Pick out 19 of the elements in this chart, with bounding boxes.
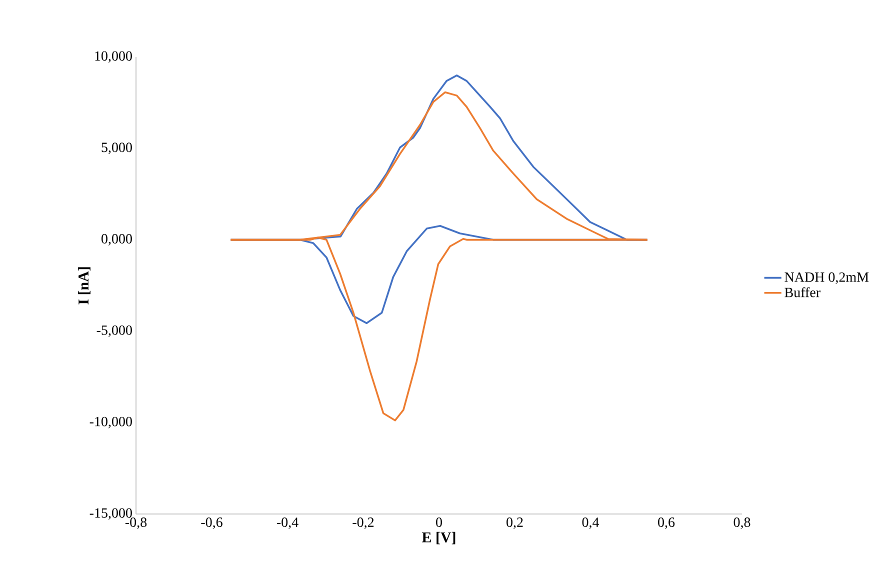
y-tick-label: -10,000 <box>90 416 132 428</box>
y-axis-title: I [nA] <box>78 267 90 304</box>
legend-label: NADH 0,2mM <box>784 272 869 284</box>
y-tick-label: -5,000 <box>96 325 132 337</box>
x-tick-label: -0,2 <box>352 518 374 529</box>
y-tick-label: 0,000 <box>102 234 132 246</box>
y-tick-label: 5,000 <box>102 142 132 154</box>
legend-label: Buffer <box>784 287 820 298</box>
x-axis-title: E [V] <box>422 532 456 544</box>
y-tick-label: -15,000 <box>90 508 132 520</box>
x-tick-label: -0,8 <box>125 518 147 529</box>
x-tick-label: 0,4 <box>582 518 600 529</box>
y-tick-label: 10,000 <box>95 51 132 63</box>
x-tick-label: 0,8 <box>734 518 750 529</box>
x-tick-label: 0,2 <box>506 518 523 529</box>
x-tick-label: -0,4 <box>276 518 298 529</box>
x-tick-label: 0 <box>436 518 442 527</box>
x-tick-label: 0,6 <box>658 518 675 529</box>
x-tick-label: -0,6 <box>201 518 222 529</box>
